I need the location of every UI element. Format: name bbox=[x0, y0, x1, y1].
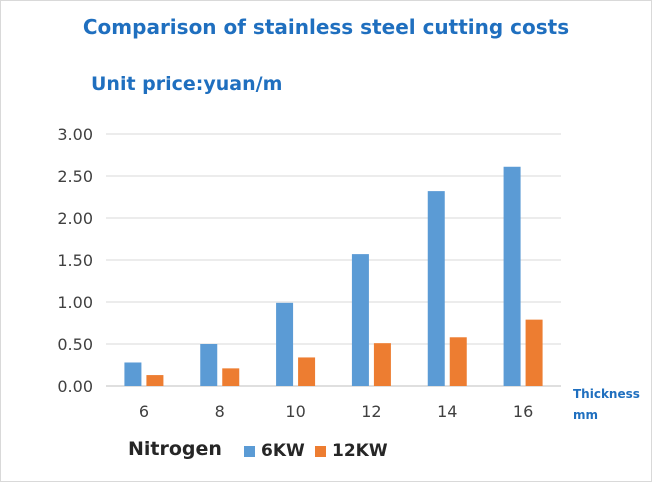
x-tick-label: 12 bbox=[361, 402, 381, 421]
legend-label-12kw: 12KW bbox=[332, 441, 388, 461]
y-tick-label: 2.50 bbox=[57, 167, 93, 186]
legend-title: Nitrogen bbox=[128, 438, 222, 460]
bar-12kw-6 bbox=[146, 375, 164, 386]
y-tick-label: 2.00 bbox=[57, 209, 93, 228]
chart-subtitle: Unit price:yuan/m bbox=[91, 73, 283, 95]
bars bbox=[124, 166, 543, 386]
legend-swatch-12kw bbox=[315, 445, 326, 457]
x-tick-label: 14 bbox=[437, 402, 457, 421]
bar-6kw-10 bbox=[276, 302, 294, 386]
bar-6kw-8 bbox=[200, 344, 218, 386]
x-tick-label: 10 bbox=[285, 402, 305, 421]
legend-item-12kw: 12KW bbox=[315, 441, 388, 461]
bar-12kw-16 bbox=[525, 319, 543, 386]
legend-swatch-6kw bbox=[244, 445, 255, 457]
legend-item-6kw: 6KW bbox=[244, 441, 305, 461]
x-axis-label: Thickness mm bbox=[573, 384, 640, 426]
x-axis-label-line-1: Thickness bbox=[573, 387, 640, 401]
x-axis-label-line-2: mm bbox=[573, 408, 599, 422]
gridlines bbox=[106, 133, 561, 387]
bar-6kw-14 bbox=[427, 191, 445, 386]
x-tick-label: 8 bbox=[215, 402, 225, 421]
y-tick-label: 1.00 bbox=[57, 293, 93, 312]
bar-12kw-14 bbox=[449, 337, 467, 386]
bar-12kw-8 bbox=[222, 368, 240, 386]
bar-12kw-10 bbox=[298, 357, 316, 386]
y-tick-label: 1.50 bbox=[57, 251, 93, 270]
y-tick-label: 3.00 bbox=[57, 125, 93, 144]
x-tick-label: 6 bbox=[139, 402, 149, 421]
y-tick-label: 0.50 bbox=[57, 335, 93, 354]
y-axis-ticks: 0.00 0.50 1.00 1.50 2.00 2.50 3.00 bbox=[57, 125, 93, 396]
chart-title: Comparison of stainless steel cutting co… bbox=[82, 15, 570, 39]
bar-6kw-16 bbox=[503, 166, 521, 386]
bar-6kw-12 bbox=[351, 254, 369, 386]
x-axis-ticks: 6 8 10 12 14 16 bbox=[139, 402, 533, 421]
y-tick-label: 0.00 bbox=[57, 377, 93, 396]
bar-6kw-6 bbox=[124, 362, 142, 386]
x-tick-label: 16 bbox=[513, 402, 533, 421]
legend-label-6kw: 6KW bbox=[261, 441, 305, 461]
bar-12kw-12 bbox=[373, 343, 391, 386]
